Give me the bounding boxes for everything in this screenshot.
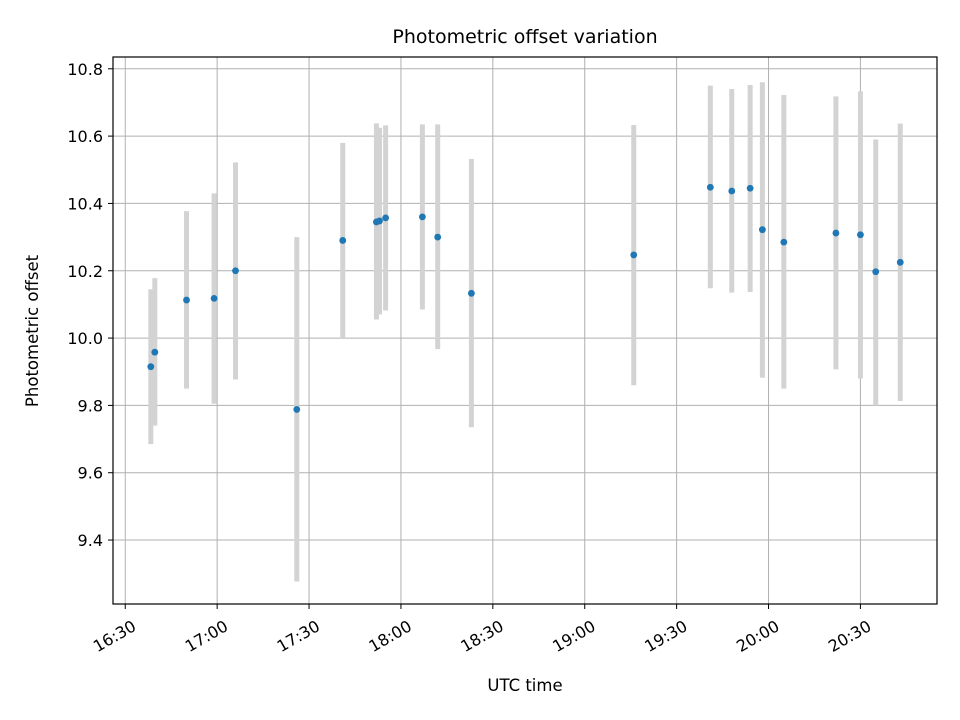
data-point [857,231,864,239]
data-point [872,268,880,276]
data-point [630,251,638,259]
data-point [293,406,301,413]
data-point [896,258,904,266]
data-point [746,184,754,192]
data-point [376,217,383,225]
data-point [147,363,155,371]
data-point [706,183,714,191]
grid-lines [113,57,937,604]
x-axis-label: UTC time [487,676,562,695]
data-point [339,237,347,244]
data-point [183,296,190,304]
y-tick-label: 10.4 [67,194,103,213]
y-tick-label: 9.4 [78,531,103,550]
chart-title: Photometric offset variation [392,26,657,48]
plot-frame [112,56,938,605]
data-point [382,214,390,222]
y-axis-ticks: 9.4 9.6 9.8 10.0 10.2 10.4 10.6 10.8 [67,60,113,550]
y-tick-label: 10.8 [67,60,103,79]
data-point [210,294,218,302]
data-points [147,183,904,413]
data-point [467,289,475,297]
data-point [780,238,788,246]
data-point [832,229,840,237]
y-tick-label: 9.6 [78,464,103,483]
y-tick-label: 9.8 [78,396,103,415]
data-point [434,233,442,241]
y-axis-label: Photometric offset [23,254,42,407]
y-tick-label: 10.6 [67,127,103,146]
data-point [758,226,766,234]
data-point [418,213,426,221]
data-point [728,187,736,195]
y-tick-label: 10.2 [67,262,103,281]
data-point [232,267,239,275]
y-tick-label: 10.0 [67,329,103,348]
data-point [151,348,159,356]
